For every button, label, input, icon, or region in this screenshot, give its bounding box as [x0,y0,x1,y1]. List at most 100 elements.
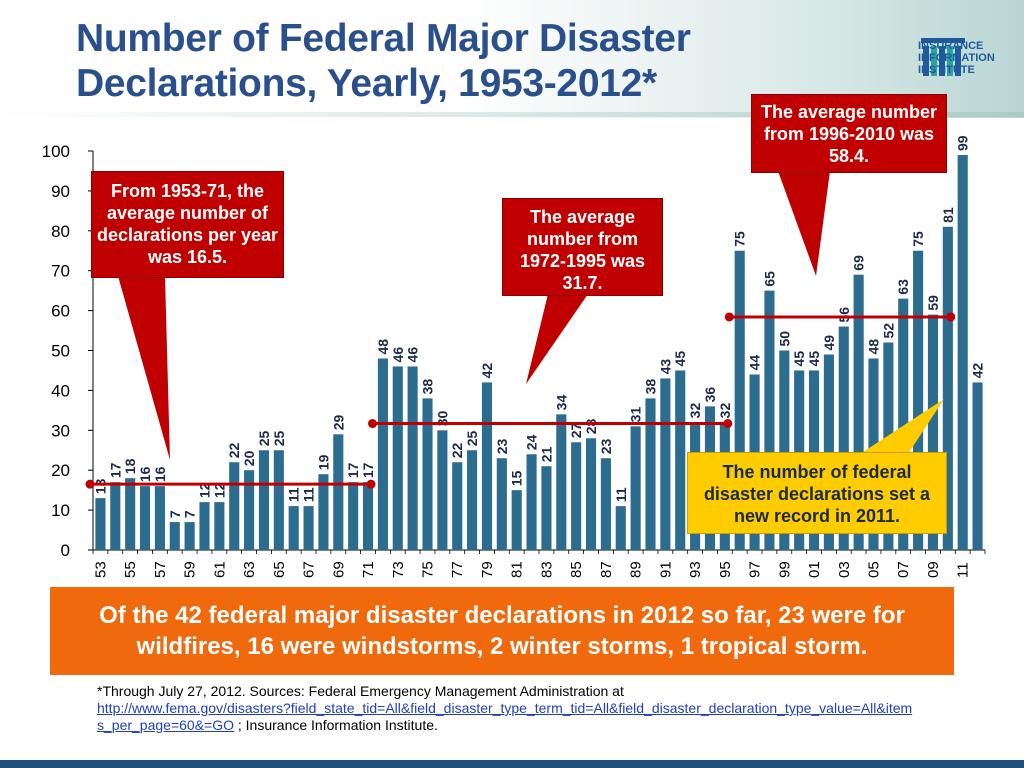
bar-2010 [942,226,953,550]
footnote-source-suffix: ; Insurance Information Institute. [234,717,438,733]
bar-2011 [957,154,968,551]
bar-1999 [779,350,790,550]
x-tick-label: 61 [211,561,228,578]
bar-1972 [377,358,388,550]
bar-label-1996: 75 [732,231,748,247]
bar-1963 [244,470,255,550]
bar-1973 [392,366,403,550]
x-tick-label: 69 [330,561,347,578]
callout-1996-2010: The average number from 1996-2010 was 58… [751,94,947,173]
bar-1987 [600,458,611,550]
bar-label-1971: 17 [360,462,376,478]
bar-label-1967: 11 [301,487,317,502]
y-tick-label: 60 [51,302,70,321]
bar-label-1995: 32 [717,403,733,419]
bar-label-1962: 22 [226,442,242,458]
bar-label-1992: 45 [672,351,688,367]
bar-1968 [318,474,329,550]
bar-2003 [838,326,849,550]
bar-label-1961: 12 [211,482,227,498]
bar-1984 [556,414,567,550]
bar-1970 [348,482,359,550]
bar-label-1968: 19 [315,454,331,470]
x-tick-label: 67 [301,561,318,578]
bar-label-1958: 7 [167,510,183,518]
bar-2009 [927,314,939,550]
bar-1969 [333,434,344,550]
x-tick-label: 63 [241,561,258,578]
y-tick-label: 50 [51,342,70,361]
average-line-end-dot [946,312,956,322]
footnote: *Through July 27, 2012. Sources: Federal… [97,683,917,734]
bar-label-1959: 7 [182,510,198,518]
bar-label-1989: 31 [628,407,644,423]
bar-label-1970: 17 [345,462,361,478]
bar-label-1991: 43 [657,359,673,375]
x-tick-label: 87 [598,561,615,578]
average-line-end-dot [366,479,376,489]
bar-label-1998: 65 [761,271,777,287]
x-tick-label: 65 [271,561,288,578]
bar-1961 [214,502,225,550]
bar-1981 [511,490,522,550]
bar-1971 [362,482,374,550]
bar-1988 [615,506,626,550]
bar-1953 [95,498,106,550]
title-line-1: Number of Federal Major Disaster [76,17,691,60]
x-tick-label: 71 [360,561,377,578]
bar-1978 [467,450,478,550]
bar-label-1969: 29 [330,415,346,431]
callout-record-2011: The number of federal disaster declarati… [687,452,947,534]
bar-1956 [139,486,151,550]
x-tick-label: 03 [836,561,853,578]
logo-line-3: INSTITUTE [918,64,975,76]
bar-label-1953: 13 [92,478,108,494]
y-tick-label: 70 [51,262,70,281]
x-tick-label: 09 [925,561,942,578]
bar-label-1963: 20 [241,450,257,466]
callout-record-2011-text: The number of federal disaster declarati… [703,462,931,526]
bar-1959 [184,522,195,550]
logo-text: INSURANCE INFORMATION INSTITUTE [918,40,995,76]
bar-1989 [630,426,641,550]
bar-label-1981: 15 [509,470,525,486]
fema-source-link[interactable]: http://www.fema.gov/disasters?field_stat… [97,700,913,733]
bar-label-2011: 99 [955,135,971,151]
bar-label-1984: 34 [553,395,569,411]
callout-1953-71-pointer [118,276,170,460]
bar-label-1964: 25 [256,430,272,446]
bar-label-2007: 63 [895,279,911,295]
x-tick-label: 81 [509,561,526,578]
x-tick-label: 57 [152,561,169,578]
bar-1977 [452,462,463,550]
average-line-start-dot [367,419,377,429]
bar-label-1982: 24 [524,434,540,450]
bar-label-2006: 52 [880,323,896,339]
y-tick-label: 40 [51,381,70,400]
bar-label-1987: 23 [598,438,614,454]
bar-label-1985: 27 [568,422,584,438]
x-tick-label: 97 [747,561,764,578]
bar-label-1993: 32 [687,403,703,419]
bar-label-1979: 42 [479,363,495,379]
y-tick-label: 80 [51,222,70,241]
bar-1975 [422,398,433,550]
bar-1992 [675,370,686,550]
callout-1953-71-text: From 1953-71, the average number of decl… [96,181,279,267]
callout-1972-1995-pointer [526,294,588,384]
y-tick-label: 90 [51,182,70,201]
callout-1996-2010-pointer [778,171,830,276]
average-line-start-dot [724,312,734,322]
bottom-strip [0,760,1024,768]
summary-banner: Of the 42 federal major disaster declara… [50,587,954,675]
bar-label-1956: 16 [137,466,153,482]
x-tick-label: 55 [122,561,139,578]
x-tick-label: 05 [866,561,883,578]
bar-label-2008: 75 [910,231,926,247]
x-tick-label: 85 [568,561,585,578]
bar-label-2002: 49 [821,335,837,351]
bar-2007 [898,298,909,550]
bar-2008 [913,250,924,550]
x-tick-label: 95 [717,561,734,578]
bar-label-2009: 59 [925,295,941,311]
